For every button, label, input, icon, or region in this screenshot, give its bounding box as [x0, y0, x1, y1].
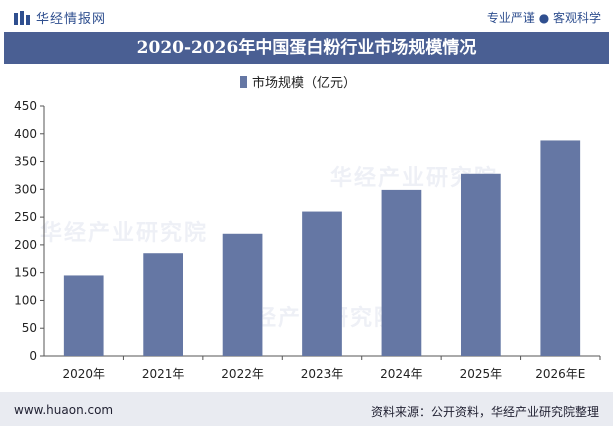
x-tick-label: 2021年 — [142, 367, 185, 381]
legend-label: 市场规模（亿元） — [252, 76, 357, 91]
bar — [461, 173, 501, 356]
y-tick-label: 200 — [14, 238, 37, 252]
logo: 华经情报网 — [14, 8, 106, 27]
y-tick-label: 250 — [14, 210, 37, 224]
x-tick-label: 2020年 — [62, 367, 105, 381]
header: 华经情报网 专业严谨 ● 客观科学 — [0, 0, 613, 30]
footer: www.huaon.com 资料来源：公开资料，华经产业研究院整理 — [0, 392, 613, 426]
watermark: 华经产业研究院 — [40, 221, 209, 246]
footer-source: 资料来源：公开资料，华经产业研究院整理 — [370, 405, 599, 419]
x-tick-label: 2022年 — [221, 367, 264, 381]
x-tick-label: 2024年 — [380, 367, 423, 381]
bar — [302, 211, 342, 356]
y-tick-label: 100 — [14, 293, 37, 307]
y-tick-label: 400 — [14, 127, 37, 141]
y-tick-label: 50 — [22, 321, 37, 335]
bar — [63, 275, 104, 356]
y-tick-label: 350 — [14, 155, 37, 169]
logo-icon — [14, 10, 30, 25]
legend-swatch — [240, 75, 247, 88]
slogan: 专业严谨 ● 客观科学 — [486, 11, 601, 25]
y-tick-label: 150 — [14, 266, 37, 280]
legend: 市场规模（亿元） — [240, 72, 356, 91]
x-tick-label: 2025年 — [460, 367, 503, 381]
bar — [540, 140, 581, 356]
footer-url[interactable]: www.huaon.com — [14, 403, 114, 417]
y-tick-label: 450 — [14, 99, 37, 113]
bar-chart: 0 50 100 150 200 250 300 350 400 450 2020年 2021年 202… — [14, 99, 601, 381]
y-tick-label: 300 — [14, 182, 37, 196]
y-tick-label: 0 — [29, 349, 37, 363]
x-tick-label: 2023年 — [301, 367, 344, 381]
chart-title: 2020-2026年中国蛋白粉行业市场规模情况 — [4, 32, 609, 64]
logo-text: 华经情报网 — [36, 12, 107, 27]
x-tick-label: 2026年E — [535, 367, 585, 381]
bar — [222, 233, 263, 356]
bar — [143, 253, 183, 356]
bar — [381, 189, 422, 356]
